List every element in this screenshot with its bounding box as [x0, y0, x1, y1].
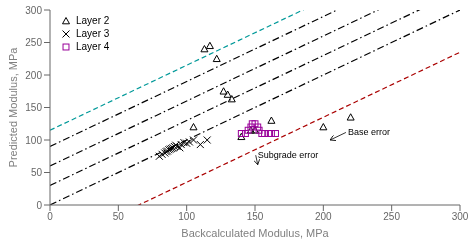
html-text:Layer 4: Layer 4	[76, 41, 110, 52]
svg-text:Backcalculated Modulus, MPa: Backcalculated Modulus, MPa	[181, 227, 329, 239]
svg-text:150: 150	[247, 211, 264, 222]
svg-text:100: 100	[178, 211, 195, 222]
svg-text:Predicted Modulus, MPa: Predicted Modulus, MPa	[8, 47, 19, 168]
svg-text:100: 100	[25, 135, 42, 146]
svg-text:200: 200	[25, 70, 42, 81]
svg-text:Subgrade error: Subgrade error	[258, 150, 319, 160]
html-text:Layer 3: Layer 3	[76, 28, 110, 39]
svg-text:50: 50	[113, 211, 125, 222]
svg-text:50: 50	[31, 167, 43, 178]
svg-text:250: 250	[383, 211, 400, 222]
svg-text:250: 250	[25, 37, 42, 48]
html-text:Layer 2: Layer 2	[76, 15, 110, 26]
svg-text:300: 300	[25, 5, 42, 16]
svg-text:300: 300	[452, 211, 467, 222]
svg-text:0: 0	[36, 200, 42, 211]
svg-text:150: 150	[25, 102, 42, 113]
svg-text:0: 0	[47, 211, 53, 222]
svg-text:200: 200	[315, 211, 332, 222]
svg-text:Base error: Base error	[348, 127, 390, 137]
